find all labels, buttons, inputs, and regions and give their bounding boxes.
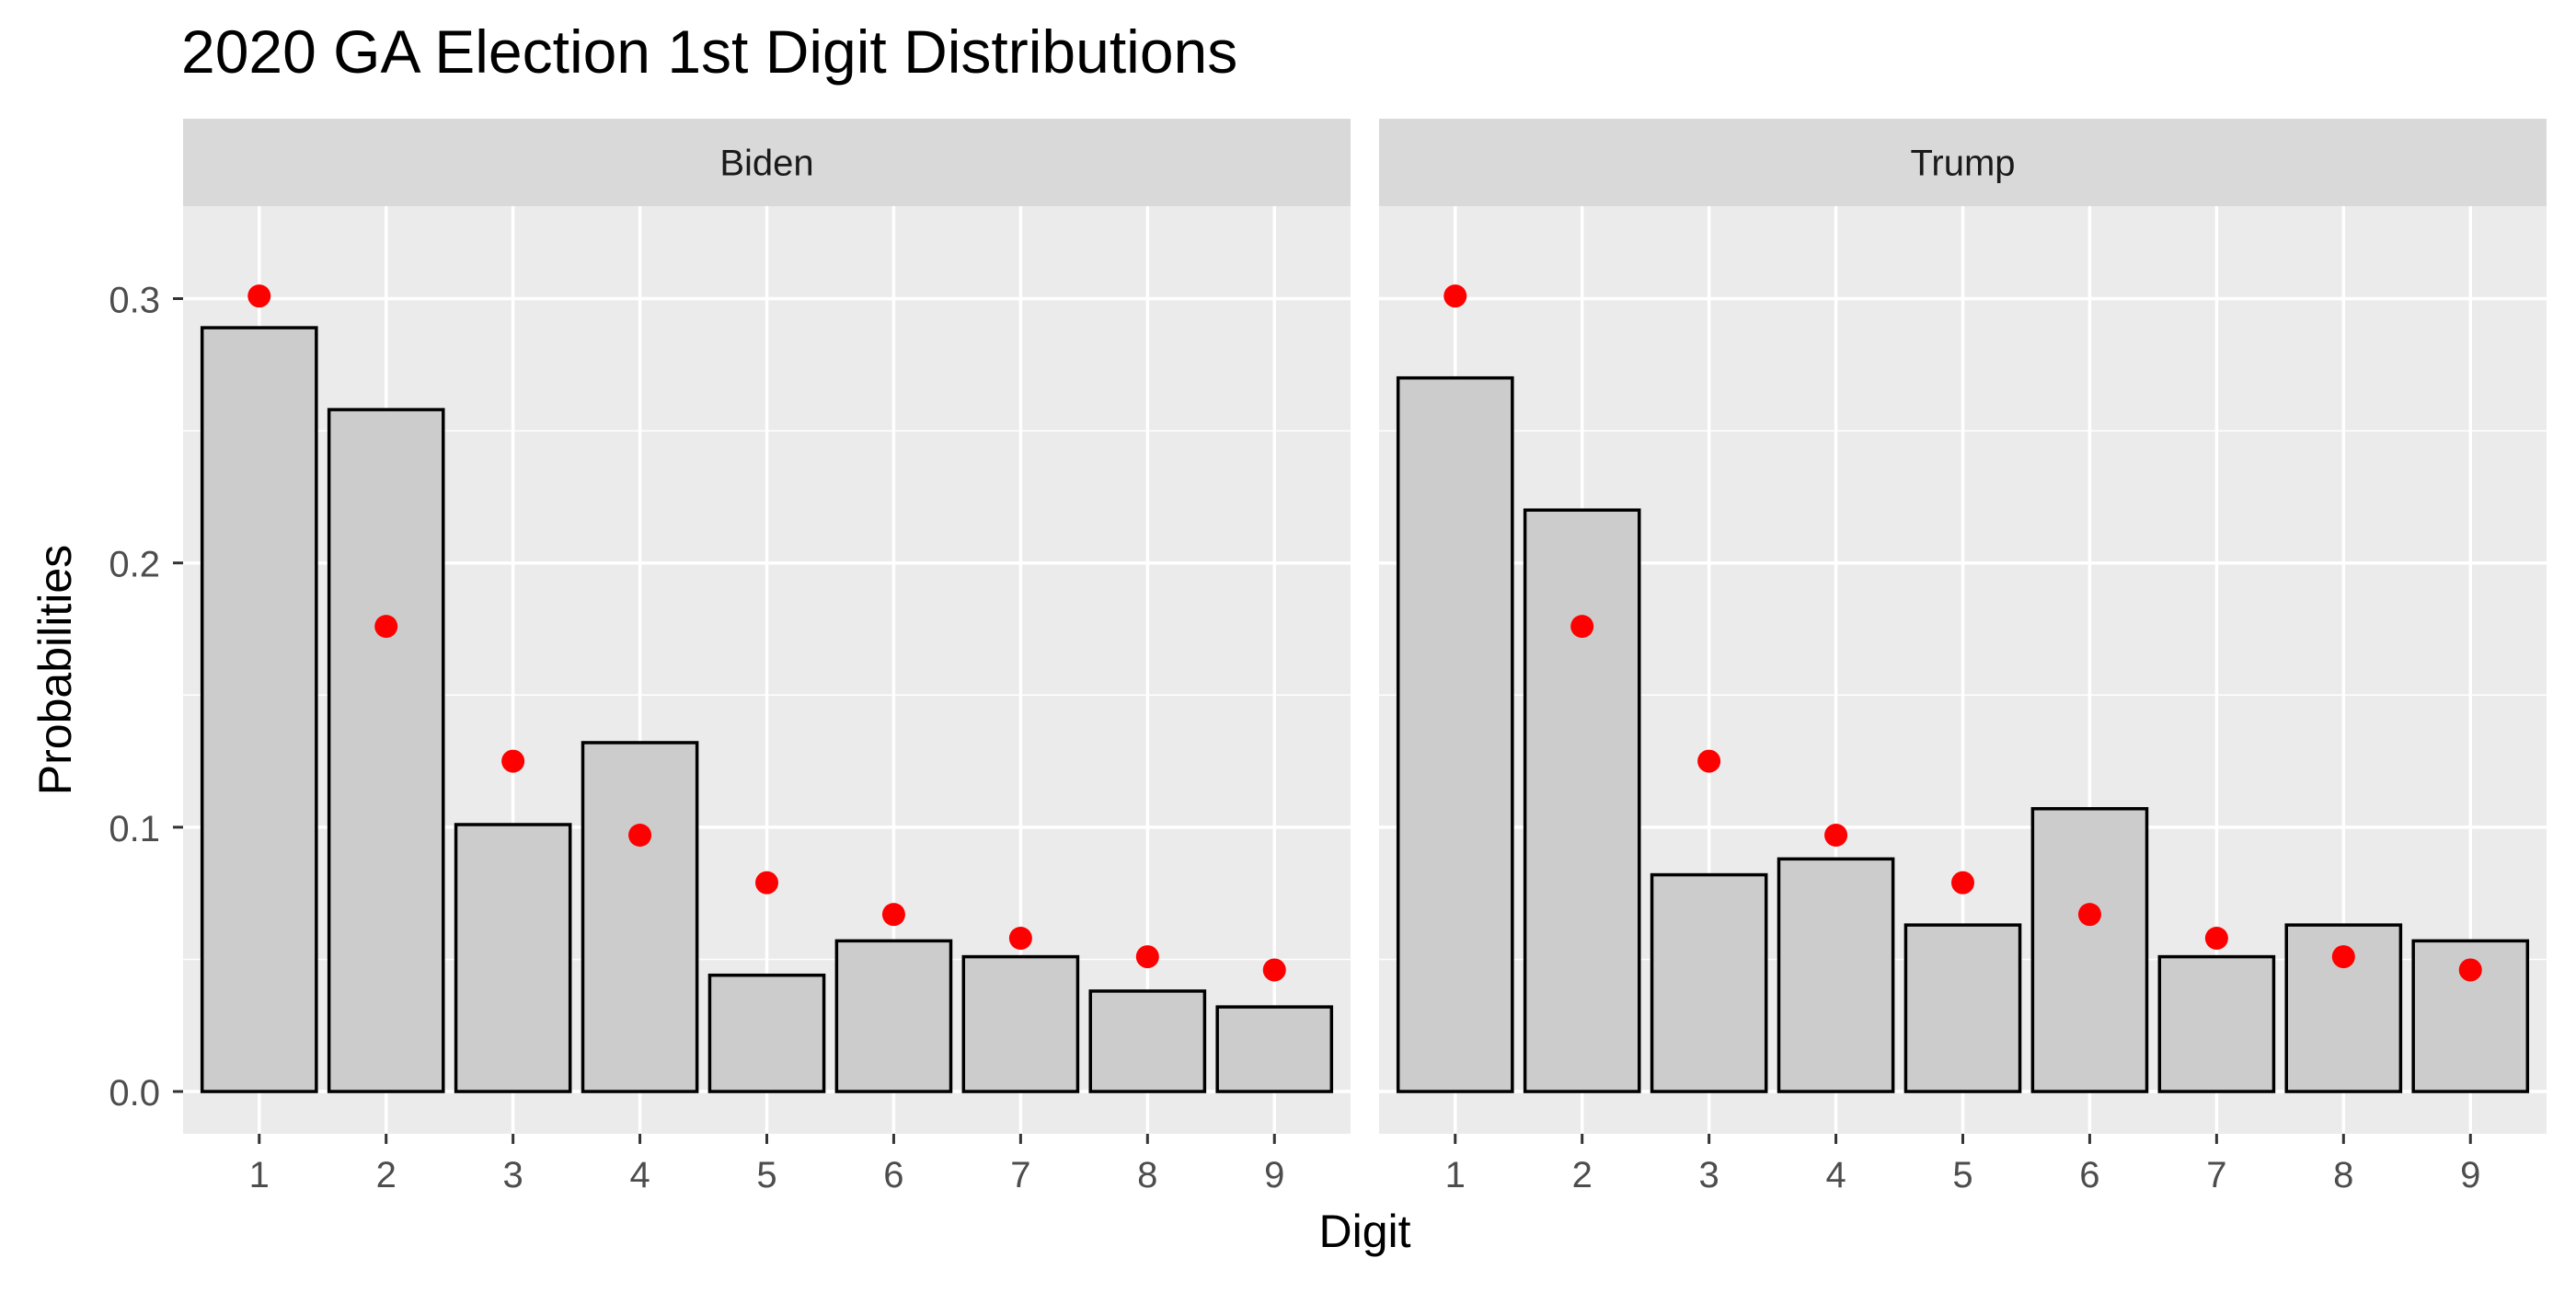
x-tick-label: 5 [756, 1155, 776, 1195]
reference-point-trump-4 [1824, 823, 1848, 847]
reference-point-trump-8 [2331, 945, 2355, 969]
bar-trump-6 [2030, 807, 2149, 1093]
bar-trump-4 [1777, 857, 1895, 1093]
y-tick-label: 0.3 [109, 281, 160, 321]
reference-point-biden-4 [628, 823, 652, 847]
x-tick-label: 5 [1952, 1155, 1972, 1195]
reference-point-biden-9 [1262, 958, 1286, 982]
reference-point-biden-1 [247, 284, 271, 308]
x-tick-label: 3 [503, 1155, 523, 1195]
reference-point-trump-7 [2204, 926, 2228, 950]
reference-point-trump-5 [1951, 871, 1974, 895]
reference-point-biden-5 [755, 871, 778, 895]
y-tick-label: 0.0 [109, 1073, 160, 1114]
reference-point-trump-9 [2458, 958, 2482, 982]
x-tick-label: 2 [376, 1155, 397, 1195]
x-tick-label: 1 [1445, 1155, 1466, 1195]
bar-biden-8 [1088, 989, 1207, 1093]
facet-strip-trump [1379, 119, 2547, 206]
x-tick-label: 8 [1137, 1155, 1157, 1195]
x-tick-label: 9 [1264, 1155, 1284, 1195]
bar-trump-5 [1903, 923, 2022, 1093]
reference-point-trump-1 [1443, 284, 1467, 308]
reference-point-biden-7 [1008, 926, 1032, 950]
x-tick-label: 2 [1572, 1155, 1593, 1195]
bar-biden-1 [200, 326, 318, 1093]
reference-point-trump-3 [1697, 749, 1721, 773]
chart-title: 2020 GA Election 1st Digit Distributions [181, 17, 1237, 86]
x-tick-label: 7 [1010, 1155, 1030, 1195]
facet-label-biden: Biden [719, 144, 813, 184]
bar-trump-1 [1396, 375, 1514, 1093]
bar-trump-3 [1650, 872, 1768, 1093]
bar-biden-5 [707, 973, 826, 1093]
x-tick-label: 4 [1825, 1155, 1846, 1195]
x-tick-label: 8 [2333, 1155, 2353, 1195]
facet-strip-biden [183, 119, 1351, 206]
bar-biden-7 [961, 954, 1080, 1093]
reference-point-biden-2 [374, 615, 398, 639]
bar-biden-6 [834, 939, 953, 1093]
facet-label-trump: Trump [1910, 144, 2015, 184]
bar-biden-4 [581, 741, 699, 1093]
reference-point-trump-6 [2077, 903, 2101, 927]
y-axis-title: Probabilities [29, 545, 81, 795]
x-axis-title: Digit [1318, 1206, 1410, 1257]
x-tick-label: 7 [2206, 1155, 2226, 1195]
x-tick-label: 3 [1699, 1155, 1719, 1195]
reference-point-biden-6 [881, 903, 905, 927]
x-tick-label: 9 [2460, 1155, 2480, 1195]
x-tick-label: 4 [629, 1155, 650, 1195]
x-tick-label: 1 [249, 1155, 270, 1195]
bar-trump-2 [1523, 508, 1641, 1093]
bar-biden-2 [327, 408, 445, 1093]
y-tick-label: 0.2 [109, 545, 160, 585]
reference-point-biden-8 [1135, 945, 1159, 969]
bar-biden-3 [454, 823, 572, 1093]
x-tick-label: 6 [883, 1155, 903, 1195]
reference-point-biden-3 [501, 749, 525, 773]
bar-trump-7 [2157, 954, 2276, 1093]
bar-biden-9 [1215, 1005, 1334, 1093]
x-tick-label: 6 [2079, 1155, 2099, 1195]
y-tick-label: 0.1 [109, 809, 160, 849]
reference-point-trump-2 [1570, 615, 1594, 639]
